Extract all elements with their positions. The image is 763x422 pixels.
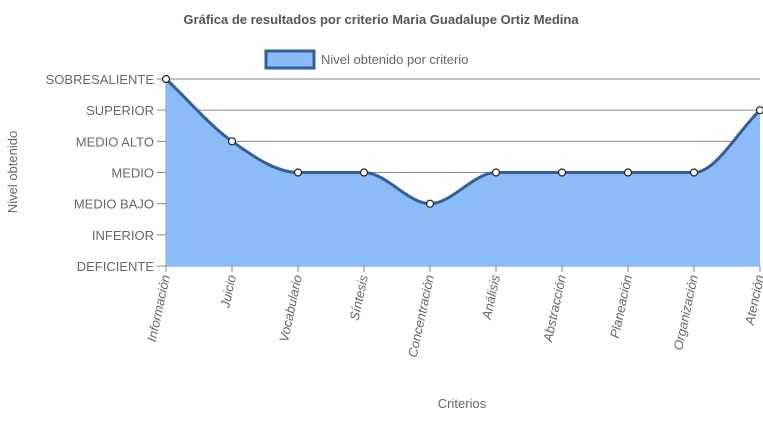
data-point bbox=[427, 200, 434, 207]
y-axis-labels: DEFICIENTE INFERIOR MEDIO BAJO MEDIO MEDIO A… bbox=[46, 72, 155, 274]
x-tick-label: Atención bbox=[742, 274, 763, 328]
data-point bbox=[757, 107, 763, 114]
y-tick-label: SOBRESALIENTE bbox=[46, 72, 155, 87]
x-tick-label: Vocabulario bbox=[276, 274, 305, 344]
y-tick-label: SUPERIOR bbox=[86, 103, 154, 118]
data-point bbox=[559, 169, 566, 176]
x-tick-label: Organización bbox=[670, 274, 701, 352]
x-tick-label: Planeación bbox=[607, 274, 635, 340]
y-tick-label: MEDIO bbox=[111, 166, 154, 181]
y-axis-title: Nivel obtenido bbox=[5, 131, 20, 213]
x-axis-labels: Información Juicio Vocabulario Síntesis Conc… bbox=[144, 273, 763, 359]
x-tick-label: Información bbox=[144, 274, 173, 344]
y-tick-label: INFERIOR bbox=[92, 228, 154, 243]
legend-label: Nivel obtenido por criterio bbox=[321, 52, 468, 67]
y-tick-label: MEDIO ALTO bbox=[76, 134, 154, 149]
data-point bbox=[361, 169, 368, 176]
x-tick-label: Juicio bbox=[217, 274, 239, 311]
x-tick-label: Abstracción bbox=[540, 274, 569, 345]
x-tick-label: Análisis bbox=[479, 273, 503, 321]
data-point bbox=[229, 138, 236, 145]
legend-swatch bbox=[266, 51, 314, 68]
legend[interactable]: Nivel obtenido por criterio bbox=[266, 51, 468, 68]
x-axis-title: Criterios bbox=[438, 396, 487, 411]
chart-title: Gráfica de resultados por criterio Maria… bbox=[183, 12, 579, 27]
data-point bbox=[625, 169, 632, 176]
data-point bbox=[295, 169, 302, 176]
y-tick-label: DEFICIENTE bbox=[77, 259, 155, 274]
x-tick-label: Síntesis bbox=[347, 273, 371, 322]
data-point bbox=[493, 169, 500, 176]
x-tick-label: Concentración bbox=[405, 274, 437, 359]
data-point bbox=[163, 76, 170, 83]
data-point bbox=[691, 169, 698, 176]
y-tick-label: MEDIO BAJO bbox=[74, 197, 154, 212]
